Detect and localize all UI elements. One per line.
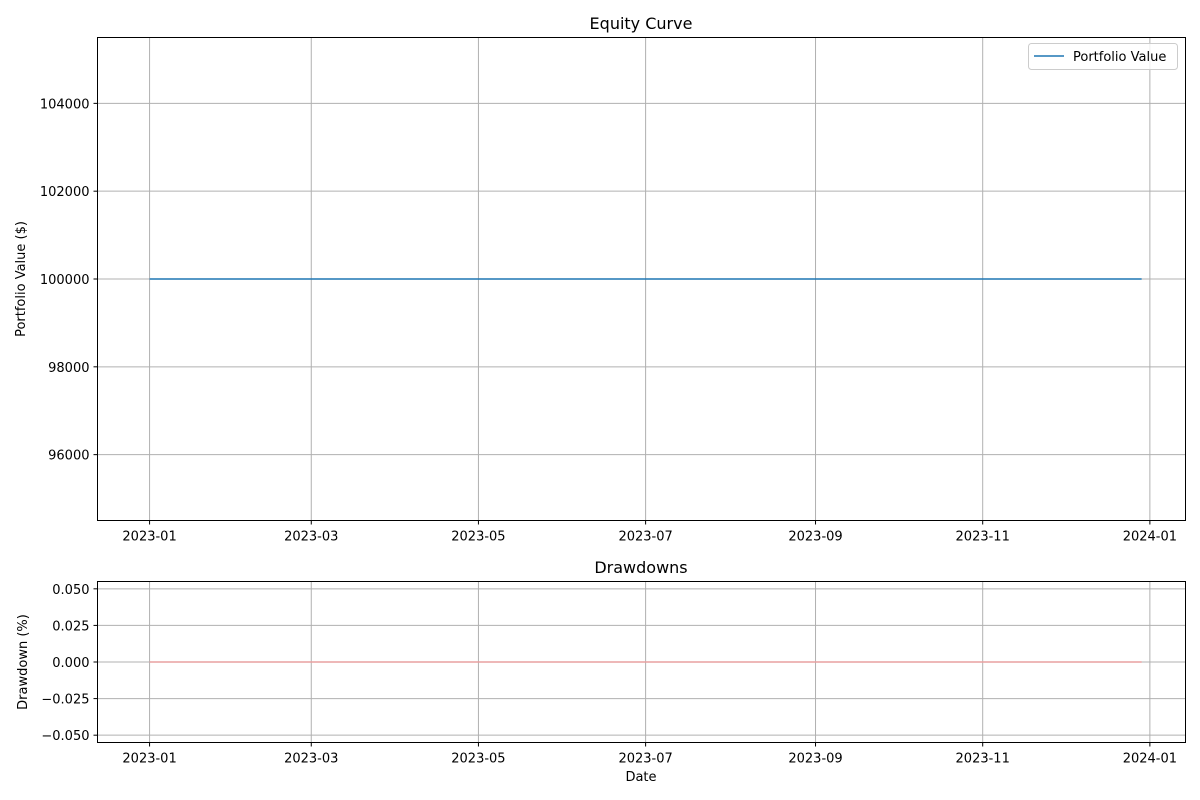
legend-box — [1028, 43, 1178, 70]
drawdowns-x-tick-label: 2023-07 — [618, 752, 672, 767]
drawdowns-ylabel: Drawdown (%) — [16, 614, 31, 710]
equity-curve-x-tick-label: 2024-01 — [1123, 530, 1177, 545]
equity-curve-y-tick-label: 100000 — [40, 273, 90, 288]
drawdowns-x-tick-label: 2023-11 — [956, 752, 1010, 767]
equity-curve-ticks: 2023-01 2023-03 2023-05 2023-07 2023-09 2023-… — [40, 97, 1177, 544]
drawdowns-title: Drawdowns — [594, 558, 687, 577]
drawdowns-y-tick-label: 0.000 — [52, 656, 89, 671]
equity-curve-title: Equity Curve — [590, 14, 693, 33]
equity-curve-y-tick-label: 96000 — [48, 449, 89, 464]
drawdowns-x-tick-label: 2023-09 — [788, 752, 842, 767]
drawdowns-y-tick-label: 0.025 — [52, 619, 89, 634]
equity-curve-ylabel: Portfolio Value ($) — [14, 221, 29, 337]
equity-curve-x-tick-label: 2023-05 — [451, 530, 505, 545]
equity-curve-panel: Equity Curve 2023-01 2023-03 2023-05 2023-0… — [14, 14, 1186, 545]
drawdowns-xlabel: Date — [625, 770, 656, 785]
equity-curve-x-tick-label: 2023-11 — [956, 530, 1010, 545]
drawdowns-x-tick-label: 2023-05 — [451, 752, 505, 767]
drawdowns-ticks: 2023-01 2023-03 2023-05 2023-07 2023-09 2023-… — [41, 583, 1177, 767]
equity-curve-x-tick-label: 2023-03 — [284, 530, 338, 545]
drawdowns-x-tick-label: 2023-03 — [284, 752, 338, 767]
equity-curve-x-tick-label: 2023-07 — [618, 530, 672, 545]
drawdowns-y-tick-label: −0.025 — [41, 693, 89, 708]
legend-label: Portfolio Value — [1073, 50, 1166, 65]
drawdowns-x-tick-label: 2023-01 — [122, 752, 176, 767]
equity-curve-x-tick-label: 2023-01 — [122, 530, 176, 545]
drawdowns-panel: Drawdowns 2023-01 2023-03 2023-05 2023-07 20… — [16, 558, 1186, 785]
equity-curve-y-tick-label: 104000 — [40, 97, 90, 112]
legend: Portfolio Value — [1028, 43, 1178, 70]
equity-curve-x-tick-label: 2023-09 — [788, 530, 842, 545]
drawdowns-y-tick-label: 0.050 — [52, 583, 89, 598]
equity-curve-y-tick-label: 98000 — [48, 361, 89, 376]
drawdowns-x-tick-label: 2024-01 — [1123, 752, 1177, 767]
equity-curve-y-tick-label: 102000 — [40, 185, 90, 200]
drawdowns-y-tick-label: −0.050 — [41, 729, 89, 744]
